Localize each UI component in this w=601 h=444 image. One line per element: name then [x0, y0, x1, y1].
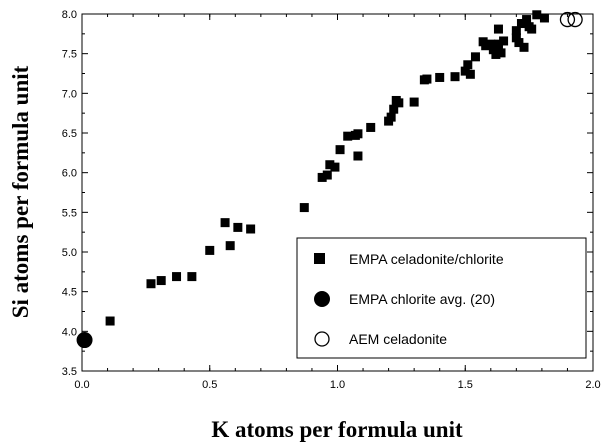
celadonite-chlorite-point [486, 39, 496, 49]
celadonite-chlorite-point [527, 24, 537, 34]
celadonite-chlorite-point [514, 38, 524, 48]
celadonite-chlorite-point [465, 69, 475, 79]
celadonite-chlorite-point [335, 145, 345, 155]
celadonite-chlorite-point [246, 224, 256, 234]
celadonite-chlorite-point [463, 60, 473, 70]
legend-label-aem-celadonite: AEM celadonite [349, 331, 447, 347]
celadonite-chlorite-point [394, 98, 404, 108]
y-tick-label: 5.0 [62, 247, 77, 259]
celadonite-chlorite-point [460, 66, 470, 76]
y-axis-title: Si atoms per formula unit [8, 65, 33, 318]
celadonite-chlorite-point [220, 218, 230, 228]
y-tick-label: 6.5 [62, 128, 77, 140]
celadonite-chlorite-point [493, 39, 503, 49]
celadonite-chlorite-point [481, 41, 491, 51]
celadonite-chlorite-point [187, 272, 197, 282]
celadonite-chlorite-point [353, 129, 363, 139]
celadonite-chlorite-point [225, 241, 235, 251]
celadonite-chlorite-point [422, 74, 432, 84]
x-tick-label: 0.0 [74, 379, 89, 391]
y-tick-labels: 3.5 4.0 4.5 5.0 5.5 6.0 6.5 7.0 7.5 8.0 [62, 9, 77, 378]
x-tick-labels: 0.0 0.5 1.0 1.5 2.0 [74, 379, 600, 391]
y-tick-label: 3.5 [62, 366, 77, 378]
y-tick-label: 7.0 [62, 88, 77, 100]
legend: EMPA celadonite/chlorite EMPA chlorite a… [296, 237, 587, 359]
y-tick-label: 4.5 [62, 287, 77, 299]
celadonite-chlorite-point [532, 10, 542, 20]
celadonite-chlorite-point [353, 151, 363, 161]
aem-celadonite-point [567, 11, 583, 28]
celadonite-chlorite-point [146, 279, 156, 289]
legend-marker-open-circle [314, 331, 330, 347]
celadonite-chlorite-point [496, 48, 506, 58]
legend-marker-square [314, 253, 325, 264]
axis-ticks [81, 13, 594, 372]
x-tick-label: 1.0 [330, 379, 345, 391]
x-tick-label: 2.0 [585, 379, 600, 391]
celadonite-chlorite-point [519, 42, 529, 52]
celadonite-chlorite-point [491, 49, 501, 59]
legend-label-empa-celadonite: EMPA celadonite/chlorite [349, 251, 504, 267]
celadonite-chlorite-point [233, 222, 243, 232]
y-tick-label: 4.0 [62, 326, 77, 338]
x-axis-title: K atoms per formula unit [211, 417, 463, 442]
celadonite-chlorite-point [322, 170, 332, 180]
celadonite-chlorite-point [317, 172, 327, 182]
y-tick-label: 5.5 [62, 207, 77, 219]
x-tick-label: 0.5 [202, 379, 217, 391]
celadonite-chlorite-point [539, 13, 549, 23]
celadonite-chlorite-point [470, 52, 480, 62]
celadonite-chlorite-point [499, 36, 509, 46]
chlorite-avg-point [76, 332, 93, 349]
celadonite-chlorite-point [343, 131, 353, 141]
celadonite-chlorite-point [435, 72, 445, 82]
y-tick-label: 6.0 [62, 168, 77, 180]
data-points [76, 10, 583, 349]
celadonite-chlorite-point [409, 97, 419, 107]
celadonite-chlorite-point [325, 160, 335, 170]
celadonite-chlorite-point [205, 245, 215, 255]
celadonite-chlorite-point [511, 26, 521, 36]
celadonite-chlorite-point [522, 15, 532, 25]
celadonite-chlorite-point [511, 33, 521, 43]
y-tick-label: 7.5 [62, 49, 77, 61]
celadonite-chlorite-point [366, 122, 376, 132]
legend-label-empa-chlorite: EMPA chlorite avg. (20) [349, 291, 495, 307]
legend-marker-filled-circle [314, 291, 330, 307]
celadonite-chlorite-point [299, 203, 309, 213]
celadonite-chlorite-point [389, 104, 399, 114]
legend-box [296, 237, 587, 359]
celadonite-chlorite-point [493, 24, 503, 34]
celadonite-chlorite-point [156, 276, 166, 286]
celadonite-chlorite-point [105, 316, 115, 326]
celadonite-chlorite-point [450, 72, 460, 82]
x-tick-label: 1.5 [458, 379, 473, 391]
aem-celadonite-point [559, 11, 576, 28]
celadonite-chlorite-point [172, 272, 182, 282]
y-tick-label: 8.0 [62, 9, 77, 21]
celadonite-chlorite-point [516, 19, 526, 29]
celadonite-chlorite-point [330, 162, 340, 172]
celadonite-chlorite-point [488, 45, 498, 55]
celadonite-chlorite-point [386, 112, 396, 122]
